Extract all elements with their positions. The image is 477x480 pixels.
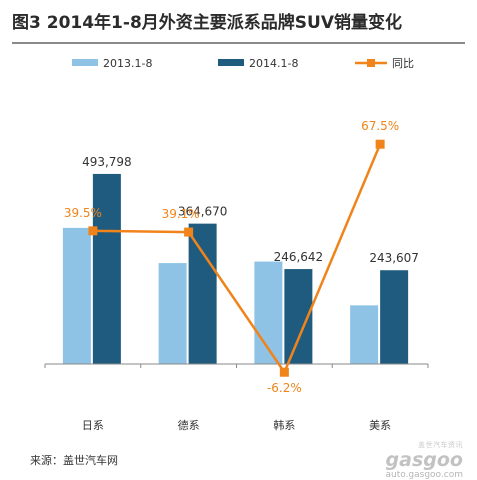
bar-2014.1-8-德系 [188, 223, 217, 364]
watermark-brand: gasgoo [385, 448, 463, 471]
bar-label-2014.1-8-美系: 243,607 [369, 251, 419, 265]
bar-2013.1-8-德系 [158, 263, 187, 364]
yoy-marker-韩系 [279, 367, 289, 377]
bar-label-2014.1-8-日系: 493,798 [82, 155, 132, 169]
legend-swatch-2014.1-8 [218, 59, 244, 66]
yoy-marker-日系 [88, 226, 98, 236]
chart-title: 图3 2014年1-8月外资主要派系品牌SUV销量变化 [12, 13, 402, 33]
yoy-line [92, 143, 382, 374]
legend-label-2014.1-8: 2014.1-8 [249, 57, 298, 70]
watermark-logo: 盖世汽车资讯 gasgoo auto.gasgoo.com [385, 441, 463, 480]
title-divider [12, 42, 465, 44]
yoy-marker-美系 [375, 139, 385, 149]
yoy-label-德系: 39.1% [162, 207, 200, 221]
yoy-label-韩系: -6.2% [267, 381, 302, 395]
legend-marker-yoy [367, 59, 375, 67]
yoy-label-美系: 67.5% [361, 119, 399, 133]
watermark-caption: 盖世汽车资讯 [418, 441, 463, 449]
bar-label-2014.1-8-韩系: 246,642 [274, 250, 324, 264]
category-label-日系: 日系 [82, 419, 104, 432]
bar-label-2014.1-8-德系: 364,670 [178, 205, 228, 219]
source-note: 来源：盖世汽车网 [30, 454, 118, 467]
legend-label-yoy: 同比 [392, 57, 414, 70]
yoy-label-日系: 39.5% [64, 206, 102, 220]
bar-2014.1-8-美系 [380, 270, 409, 364]
category-label-韩系: 韩系 [273, 418, 295, 432]
legend-label-2013.1-8: 2013.1-8 [103, 57, 152, 70]
category-label-美系: 美系 [369, 419, 391, 432]
bar-2013.1-8-美系 [350, 305, 379, 364]
yoy-marker-德系 [184, 227, 194, 237]
bar-2014.1-8-日系 [92, 173, 121, 364]
legend-swatch-2013.1-8 [72, 59, 98, 66]
category-label-德系: 德系 [178, 418, 200, 432]
watermark-url: auto.gasgoo.com [385, 469, 463, 480]
bar-2013.1-8-日系 [62, 227, 91, 364]
